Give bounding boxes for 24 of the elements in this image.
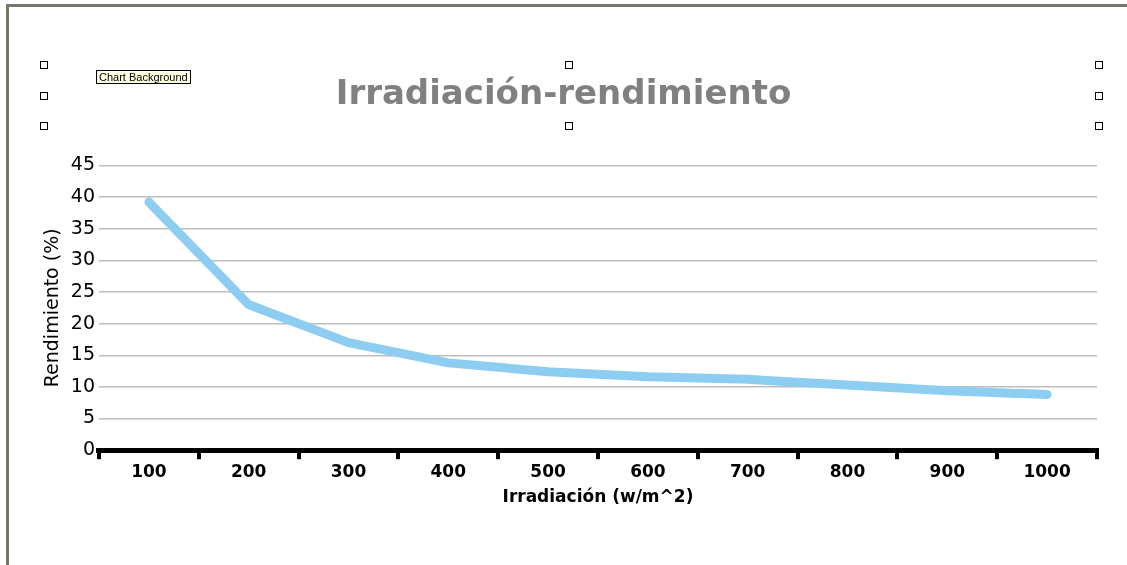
y-axis-title: Rendimiento (%) <box>40 228 63 388</box>
y-tick-label: 45 <box>70 152 95 175</box>
x-tick-label: 100 <box>131 460 167 481</box>
x-axis-title: Irradiación (w/m^2) <box>502 486 694 507</box>
x-tick-label: 400 <box>430 460 467 481</box>
x-tick-label: 300 <box>330 460 367 481</box>
x-tick-label: 500 <box>530 460 566 481</box>
y-tick-label: 0 <box>82 437 95 460</box>
y-tick-label: 20 <box>70 310 95 333</box>
y-tick-label: 35 <box>70 215 95 238</box>
chart-title: Irradiación-rendimiento <box>335 72 792 112</box>
x-tick-label: 600 <box>630 460 666 481</box>
y-tick-label: 25 <box>70 278 95 301</box>
y-tick-label: 15 <box>70 342 95 365</box>
text: Chart Background <box>96 70 191 84</box>
x-tick-label: 200 <box>230 460 267 481</box>
x-tick-label: 900 <box>929 460 966 481</box>
x-tick-label: 700 <box>729 460 766 481</box>
x-tick-label: 1000 <box>1023 460 1071 481</box>
x-tick-label: 800 <box>829 460 866 481</box>
y-tick-label: 30 <box>70 247 95 270</box>
y-tick-label: 40 <box>70 183 95 206</box>
y-tick-label: 10 <box>70 373 95 396</box>
y-tick-label: 5 <box>82 405 95 428</box>
